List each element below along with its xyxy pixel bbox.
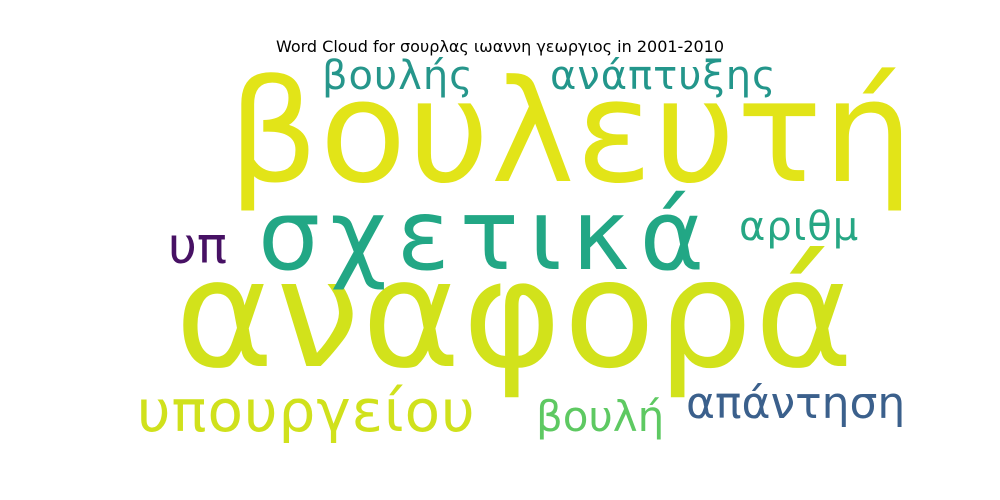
- word-ypourgeiou: υπουργείου: [137, 377, 476, 445]
- word-apantisi: απάντηση: [686, 378, 906, 429]
- word-yp: υπ: [168, 217, 228, 275]
- word-vouleuti: βουλευτή: [228, 50, 915, 215]
- word-voulis: βουλής: [322, 53, 474, 99]
- chart-title: Word Cloud for σουρλας ιωαννη γεωργιος i…: [275, 37, 725, 56]
- word-arithm: αριθμ: [739, 204, 860, 250]
- word-anafora: αναφορά: [175, 228, 856, 402]
- word-vouli: βουλή: [536, 392, 665, 441]
- word-anaptyxis: ανάπτυξης: [550, 53, 777, 99]
- word-sxetika: σχετικά: [258, 179, 715, 293]
